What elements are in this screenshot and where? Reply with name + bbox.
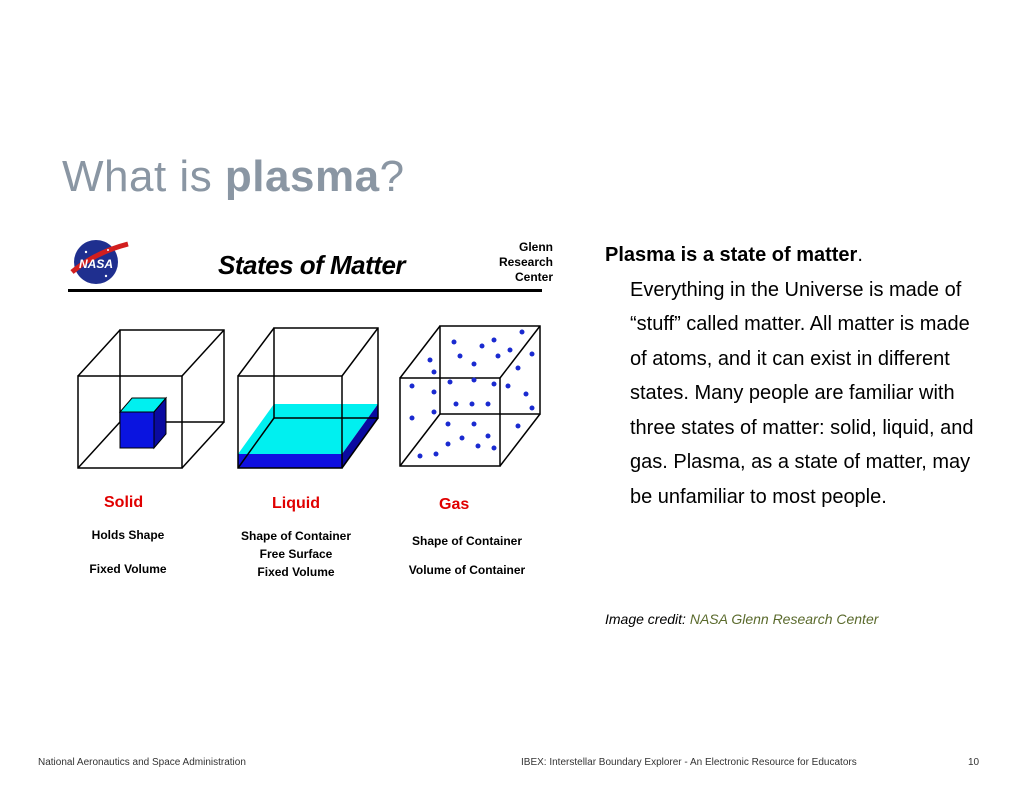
image-credit: Image credit: NASA Glenn Research Center xyxy=(605,611,878,627)
liquid-prop-1: Shape of Container xyxy=(240,529,351,543)
title-prefix: What is xyxy=(62,152,225,201)
image-credit-label: Image credit: xyxy=(605,611,690,627)
liquid-prop-2: Free Surface xyxy=(259,547,333,561)
footer-page-number: 10 xyxy=(968,757,980,768)
liquid-properties: Shape of Container Free Surface Fixed Vo… xyxy=(226,527,366,581)
solid-prop-1: Holds Shape xyxy=(91,528,165,542)
figure-divider xyxy=(68,289,542,292)
nasa-logo: NASA xyxy=(70,240,129,284)
plasma-description: Plasma is a state of matter. Everything … xyxy=(605,238,975,514)
figure-title: States of Matter xyxy=(218,250,406,280)
gas-prop-2: Volume of Container xyxy=(408,563,526,577)
gas-properties: Shape of Container Volume of Container xyxy=(400,532,534,579)
state-label-solid: Solid xyxy=(104,494,144,511)
slide-title: What is plasma? xyxy=(62,152,405,202)
liquid-prop-3: Fixed Volume xyxy=(257,565,335,579)
gas-prop-1: Shape of Container xyxy=(411,534,522,548)
footer-resource-title: IBEX: Interstellar Boundary Explorer - A… xyxy=(521,757,857,768)
nasa-logo-text: NASA xyxy=(79,257,113,271)
state-label-liquid: Liquid xyxy=(272,495,320,512)
footer-organization: National Aeronautics and Space Administr… xyxy=(38,757,246,768)
org-line-1: Glenn xyxy=(518,240,553,254)
lead-punctuation: . xyxy=(857,244,863,266)
org-line-2: Research xyxy=(498,255,553,269)
lead-sentence: Plasma is a state of matter xyxy=(605,244,858,266)
image-credit-source: NASA Glenn Research Center xyxy=(689,611,879,627)
solid-prop-2: Fixed Volume xyxy=(89,562,167,576)
solid-cube xyxy=(77,329,225,469)
liquid-cube xyxy=(237,327,379,469)
glenn-research-center-label: Glenn Research Center xyxy=(495,240,553,285)
state-label-gas: Gas xyxy=(439,496,470,513)
title-suffix: ? xyxy=(379,152,405,201)
title-emphasis: plasma xyxy=(224,152,380,201)
gas-cube xyxy=(399,325,541,467)
states-of-matter-figure: NASA xyxy=(70,240,541,469)
org-line-3: Center xyxy=(514,270,553,284)
body-paragraph: Everything in the Universe is made of “s… xyxy=(630,278,974,508)
solid-properties: Holds Shape Fixed Volume xyxy=(80,526,176,578)
